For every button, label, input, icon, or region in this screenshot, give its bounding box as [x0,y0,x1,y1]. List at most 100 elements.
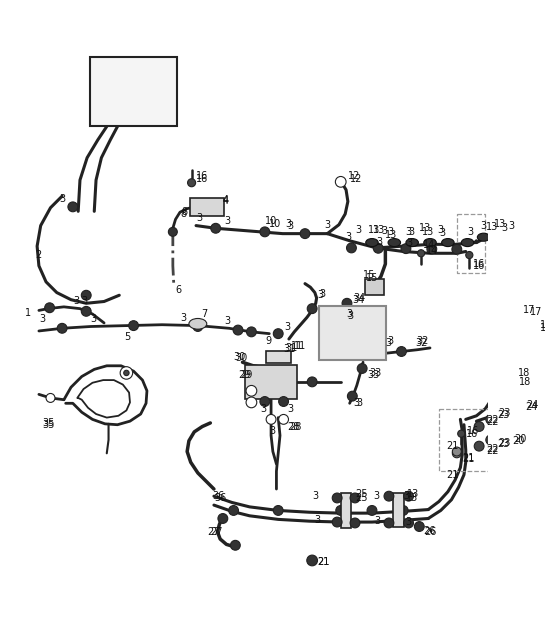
Text: 31: 31 [283,344,296,354]
Text: 3: 3 [314,516,320,525]
Circle shape [68,202,78,212]
Text: 3: 3 [325,220,331,230]
Text: 3: 3 [81,296,87,306]
Circle shape [46,394,55,403]
Text: 3: 3 [373,491,379,501]
Text: 27: 27 [210,527,223,537]
Text: 16: 16 [196,171,208,181]
Circle shape [466,251,473,259]
Circle shape [129,321,138,330]
Ellipse shape [388,239,401,247]
Ellipse shape [366,239,378,247]
Text: 29: 29 [240,370,252,380]
Circle shape [332,517,342,527]
Bar [190,198,224,216]
Bar [245,365,297,399]
Text: 11: 11 [290,341,303,351]
Text: 35: 35 [43,420,55,430]
Text: 15: 15 [363,269,376,279]
Text: 20: 20 [514,434,526,444]
Text: 3: 3 [406,239,412,249]
Text: 21: 21 [318,557,330,567]
Text: 24: 24 [526,400,539,410]
Text: 20: 20 [512,436,524,446]
Text: 4: 4 [223,195,229,205]
Circle shape [401,244,411,254]
Text: 23: 23 [498,408,510,418]
Text: 3: 3 [312,491,318,501]
Circle shape [332,493,342,503]
Text: 13: 13 [407,489,419,499]
Text: 23: 23 [497,410,510,420]
Text: 26: 26 [425,527,437,537]
Text: 1: 1 [25,308,31,318]
Text: 3: 3 [180,313,186,323]
Text: 16: 16 [473,261,485,271]
Text: 4: 4 [223,197,229,207]
Circle shape [187,179,196,187]
Text: 3: 3 [355,225,361,235]
Text: 16: 16 [466,429,478,439]
Circle shape [307,377,317,387]
Text: 3: 3 [409,227,415,237]
Text: 3: 3 [73,296,79,306]
Text: 3: 3 [437,225,443,235]
Circle shape [511,311,520,320]
Text: 3: 3 [377,237,383,247]
Circle shape [124,371,129,376]
Text: 14: 14 [426,247,439,256]
Text: 21: 21 [446,470,458,480]
Circle shape [218,514,228,523]
Text: 21: 21 [318,557,330,567]
Text: 15: 15 [366,273,378,283]
Ellipse shape [526,328,539,336]
Text: 2: 2 [35,250,41,260]
Text: 36: 36 [212,491,225,501]
Text: 3: 3 [353,398,359,408]
Text: 31: 31 [286,343,298,353]
Text: 3: 3 [196,214,202,224]
Ellipse shape [493,233,506,241]
Text: 3: 3 [318,290,324,300]
Circle shape [452,449,461,458]
Circle shape [168,227,177,236]
Circle shape [367,506,377,516]
Circle shape [336,310,346,320]
Text: 30: 30 [235,353,247,363]
Text: 3: 3 [508,220,514,230]
Text: 25: 25 [355,493,367,503]
Text: 21: 21 [462,453,475,463]
Text: 11: 11 [294,341,306,351]
Circle shape [246,397,257,408]
Text: 34: 34 [352,295,365,305]
Circle shape [336,506,346,516]
Text: 3: 3 [346,309,352,319]
Circle shape [81,290,91,300]
Text: 22: 22 [486,444,499,454]
Ellipse shape [461,239,474,247]
Circle shape [229,506,239,516]
Text: 22: 22 [486,417,499,427]
Circle shape [384,491,394,501]
Circle shape [404,491,414,501]
Circle shape [417,250,425,257]
Circle shape [357,364,367,374]
Circle shape [246,327,256,337]
Text: 3: 3 [480,220,486,230]
Circle shape [278,414,288,425]
Text: 13: 13 [419,224,432,233]
Text: 14: 14 [423,241,435,250]
Circle shape [452,447,461,456]
Circle shape [347,391,357,401]
Text: 29: 29 [238,370,250,380]
Text: 13: 13 [486,222,499,232]
Text: 13: 13 [422,227,434,237]
Text: 13: 13 [368,225,380,235]
Text: 3: 3 [284,322,290,332]
Text: 3: 3 [287,404,293,414]
Circle shape [45,303,55,313]
Circle shape [211,224,221,233]
Ellipse shape [510,233,522,241]
Ellipse shape [189,318,207,329]
Bar [510,408,528,441]
